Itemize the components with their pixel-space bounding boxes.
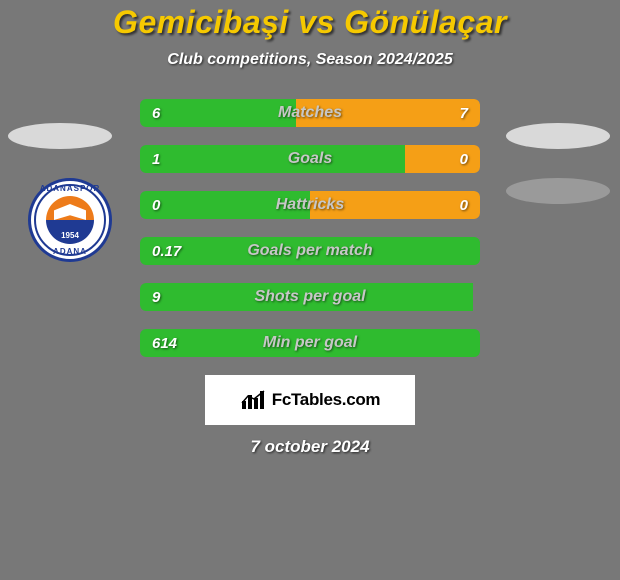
crest-text-top: ADANASPOR bbox=[28, 184, 112, 193]
stat-row: 9Shots per goal bbox=[140, 283, 480, 311]
watermark: FcTables.com bbox=[205, 375, 415, 425]
subtitle: Club competitions, Season 2024/2025 bbox=[0, 51, 620, 69]
watermark-chart-icon bbox=[240, 389, 266, 411]
stat-label: Hattricks bbox=[140, 196, 480, 214]
crest-top-half bbox=[46, 196, 94, 220]
crest-book-icon bbox=[54, 204, 86, 220]
stat-label: Goals per match bbox=[140, 242, 480, 260]
stat-label: Min per goal bbox=[140, 334, 480, 352]
stat-row: 67Matches bbox=[140, 99, 480, 127]
stat-label: Goals bbox=[140, 150, 480, 168]
crest-text-bottom: ADANA bbox=[28, 247, 112, 256]
watermark-text: FcTables.com bbox=[272, 390, 381, 410]
stat-row: 10Goals bbox=[140, 145, 480, 173]
club-crest: ADANASPOR ADANA 1954 bbox=[28, 178, 112, 262]
date-line: 7 october 2024 bbox=[0, 437, 620, 457]
stat-row: 614Min per goal bbox=[140, 329, 480, 357]
player-slot-left-1 bbox=[8, 123, 112, 149]
crest-bottom-half: 1954 bbox=[46, 220, 94, 244]
comparison-card: Gemicibaşi vs Gönülaçar Club competition… bbox=[0, 0, 620, 580]
stat-label: Shots per goal bbox=[140, 288, 480, 306]
crest-center: 1954 bbox=[46, 196, 94, 244]
stat-row: 00Hattricks bbox=[140, 191, 480, 219]
stat-bars: 67Matches 10Goals 00Hattricks 0.17Goals per… bbox=[140, 99, 480, 357]
crest-year: 1954 bbox=[46, 231, 94, 240]
stat-row: 0.17Goals per match bbox=[140, 237, 480, 265]
stat-label: Matches bbox=[140, 104, 480, 122]
player-slot-right-2 bbox=[506, 178, 610, 204]
page-title: Gemicibaşi vs Gönülaçar bbox=[0, 4, 620, 41]
player-slot-right-1 bbox=[506, 123, 610, 149]
